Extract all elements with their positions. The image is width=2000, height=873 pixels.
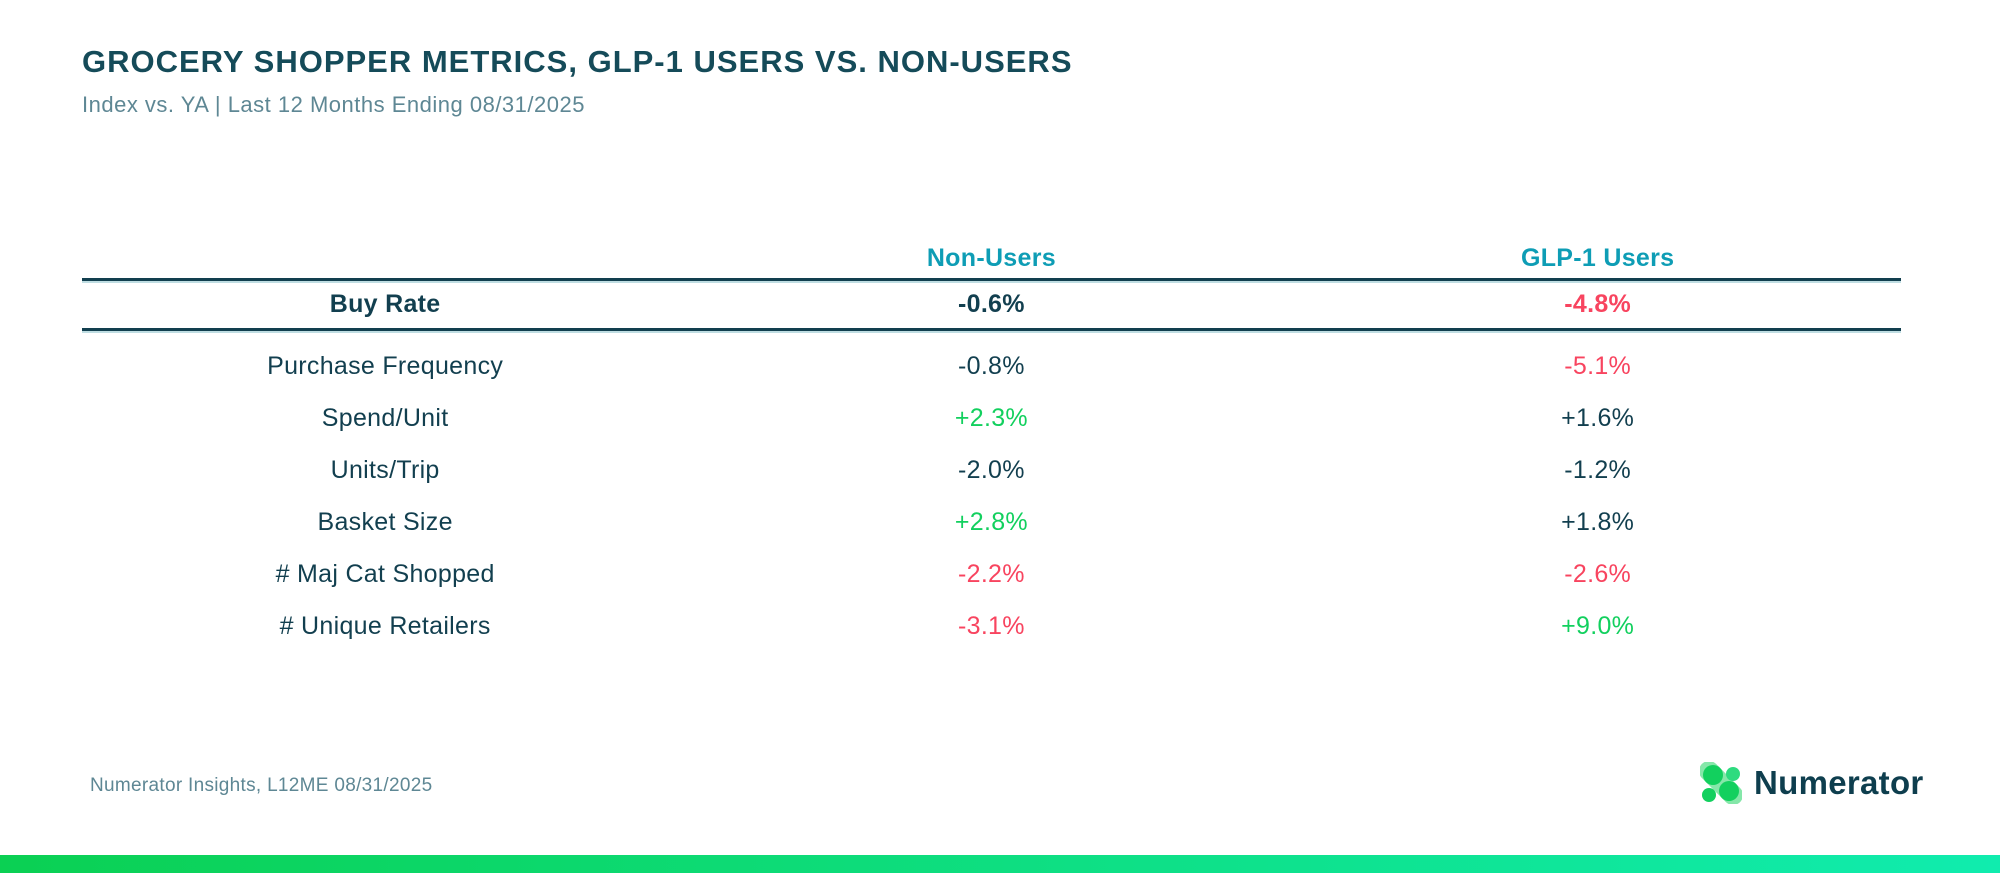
- table-row: # Unique Retailers -3.1% +9.0%: [82, 600, 1901, 652]
- table-row: Basket Size +2.8% +1.8%: [82, 496, 1901, 548]
- header: GROCERY SHOPPER METRICS, GLP-1 USERS VS.…: [82, 44, 1073, 118]
- page-subtitle: Index vs. YA | Last 12 Months Ending 08/…: [82, 92, 585, 117]
- source-note: Numerator Insights, L12ME 08/31/2025: [90, 775, 433, 796]
- glp1-users-value: -1.2%: [1564, 455, 1632, 484]
- metric-label: Basket Size: [317, 507, 453, 536]
- table-row: # Maj Cat Shopped -2.2% -2.6%: [82, 548, 1901, 600]
- table-mid-rule: [82, 328, 1901, 331]
- glp1-users-value: -2.6%: [1564, 559, 1632, 588]
- glp1-users-value: +1.8%: [1561, 507, 1635, 536]
- numerator-wordmark: Numerator: [1754, 764, 1924, 801]
- numerator-logo-mark: [1700, 762, 1742, 804]
- metric-label: # Unique Retailers: [279, 611, 491, 640]
- non-users-value: -2.0%: [957, 455, 1025, 484]
- glp1-users-value: +1.6%: [1561, 403, 1635, 432]
- table-header-row: Non-Users GLP-1 Users: [82, 238, 1901, 278]
- table-top-rule: [82, 278, 1901, 281]
- footer-accent-bar: [0, 855, 2000, 873]
- metric-label: Units/Trip: [330, 455, 440, 484]
- glp1-users-value: -5.1%: [1564, 351, 1632, 380]
- glp1-users-value: +9.0%: [1561, 611, 1635, 640]
- numerator-logo: Numerator: [1700, 762, 1924, 804]
- table-row: Purchase Frequency -0.8% -5.1%: [82, 340, 1901, 392]
- metric-label: Purchase Frequency: [267, 351, 504, 380]
- metric-label: Spend/Unit: [321, 403, 449, 432]
- page-title: GROCERY SHOPPER METRICS, GLP-1 USERS VS.…: [82, 44, 1073, 79]
- metric-label: Buy Rate: [329, 290, 441, 318]
- non-users-value: -0.6%: [957, 290, 1025, 318]
- metric-label: # Maj Cat Shopped: [275, 559, 495, 588]
- non-users-value: -3.1%: [957, 611, 1025, 640]
- table-body: Purchase Frequency -0.8% -5.1% Spend/Uni…: [82, 340, 1901, 652]
- column-header-glp1-users: GLP-1 Users: [1520, 243, 1675, 272]
- non-users-value: -0.8%: [957, 351, 1025, 380]
- non-users-value: +2.8%: [954, 507, 1028, 536]
- metrics-table: Non-Users GLP-1 Users Buy Rate -0.6% -4.…: [82, 238, 1901, 652]
- non-users-value: -2.2%: [957, 559, 1025, 588]
- table-row-buy-rate: Buy Rate -0.6% -4.8%: [82, 281, 1901, 328]
- table-row: Spend/Unit +2.3% +1.6%: [82, 392, 1901, 444]
- glp1-users-value: -4.8%: [1564, 290, 1632, 318]
- table-row: Units/Trip -2.0% -1.2%: [82, 444, 1901, 496]
- column-header-non-users: Non-Users: [926, 243, 1056, 272]
- non-users-value: +2.3%: [954, 403, 1028, 432]
